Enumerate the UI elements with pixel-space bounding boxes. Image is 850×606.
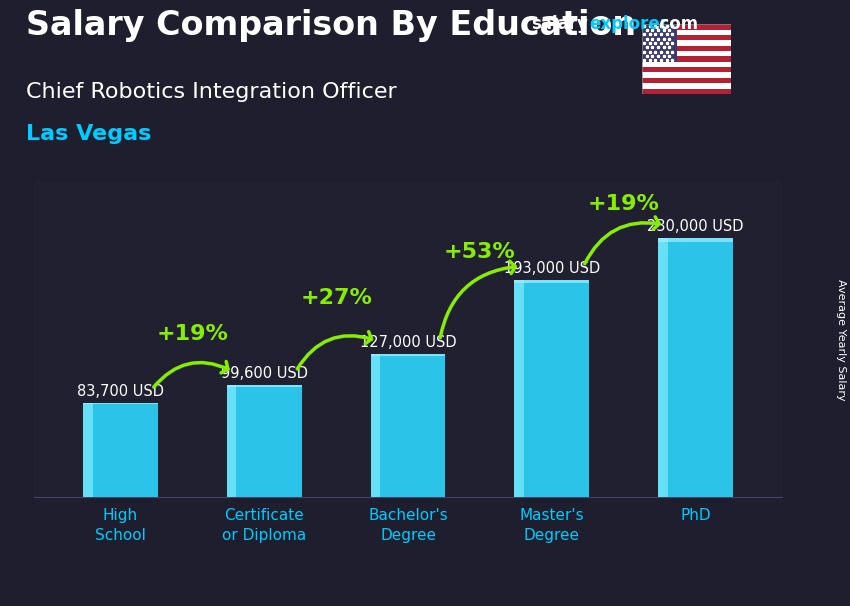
- Text: 83,700 USD: 83,700 USD: [76, 384, 164, 399]
- FancyBboxPatch shape: [227, 385, 236, 497]
- Bar: [642, 30, 731, 35]
- Text: .com: .com: [653, 15, 698, 33]
- FancyBboxPatch shape: [83, 403, 93, 497]
- FancyBboxPatch shape: [371, 354, 445, 356]
- Bar: [642, 51, 731, 56]
- Text: Average Yearly Salary: Average Yearly Salary: [836, 279, 846, 400]
- Text: Salary Comparison By Education: Salary Comparison By Education: [26, 9, 636, 42]
- Bar: [642, 24, 677, 62]
- Bar: [642, 24, 731, 30]
- FancyBboxPatch shape: [227, 385, 302, 387]
- Text: 193,000 USD: 193,000 USD: [504, 261, 600, 276]
- Bar: [642, 45, 731, 51]
- Bar: [642, 88, 731, 94]
- FancyBboxPatch shape: [227, 385, 302, 497]
- FancyBboxPatch shape: [83, 403, 158, 497]
- FancyBboxPatch shape: [371, 354, 380, 497]
- FancyBboxPatch shape: [658, 238, 668, 497]
- Text: 230,000 USD: 230,000 USD: [648, 219, 744, 234]
- FancyBboxPatch shape: [514, 280, 589, 497]
- Bar: [642, 62, 731, 67]
- Text: salary: salary: [531, 15, 588, 33]
- FancyBboxPatch shape: [83, 403, 158, 404]
- Text: 127,000 USD: 127,000 USD: [360, 335, 456, 350]
- Text: +53%: +53%: [444, 242, 516, 262]
- Bar: [642, 35, 731, 41]
- FancyBboxPatch shape: [514, 280, 524, 497]
- Bar: [642, 41, 731, 45]
- Text: +19%: +19%: [588, 195, 660, 215]
- Bar: [642, 67, 731, 73]
- Bar: [642, 78, 731, 83]
- Text: explorer: explorer: [589, 15, 668, 33]
- Text: +27%: +27%: [300, 288, 372, 308]
- FancyBboxPatch shape: [658, 238, 733, 497]
- FancyBboxPatch shape: [658, 238, 733, 242]
- Text: 99,600 USD: 99,600 USD: [221, 366, 308, 381]
- FancyBboxPatch shape: [514, 280, 589, 283]
- Bar: [642, 73, 731, 78]
- Text: +19%: +19%: [156, 324, 228, 344]
- Text: Las Vegas: Las Vegas: [26, 124, 151, 144]
- Text: Chief Robotics Integration Officer: Chief Robotics Integration Officer: [26, 82, 396, 102]
- FancyBboxPatch shape: [371, 354, 445, 497]
- Bar: [642, 83, 731, 88]
- Bar: [642, 56, 731, 62]
